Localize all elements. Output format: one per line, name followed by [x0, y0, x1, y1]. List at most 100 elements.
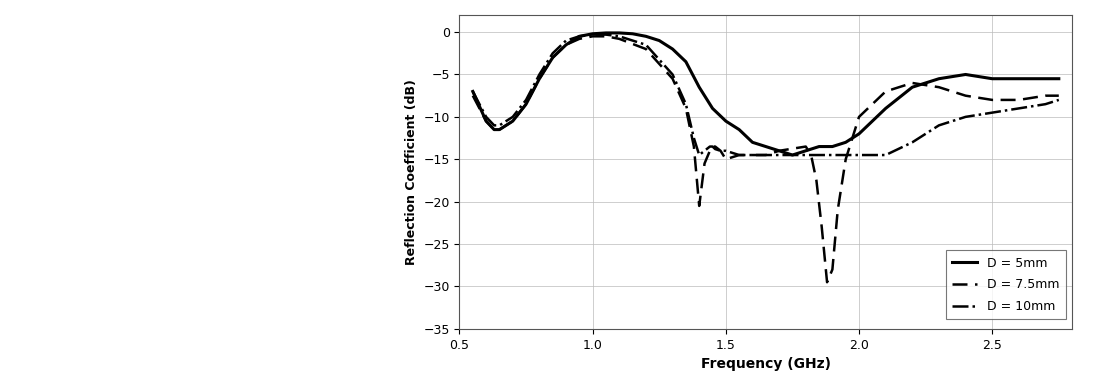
D = 5mm — [813, 144, 826, 149]
D = 5mm — [1012, 76, 1025, 81]
D = 7.5mm — [733, 153, 746, 157]
Legend: D = 5mm, D = 7.5mm, D = 10mm: D = 5mm, D = 7.5mm, D = 10mm — [946, 251, 1066, 319]
D = 5mm — [653, 38, 666, 43]
D = 7.5mm — [693, 204, 706, 208]
D = 5mm — [507, 119, 520, 123]
D = 7.5mm — [800, 144, 813, 149]
D = 7.5mm — [815, 225, 828, 229]
D = 7.5mm — [804, 153, 817, 157]
D = 10mm — [687, 136, 700, 140]
D = 7.5mm — [706, 144, 719, 149]
D = 10mm — [703, 144, 717, 149]
D = 5mm — [493, 127, 507, 132]
D = 10mm — [479, 115, 492, 119]
D = 7.5mm — [852, 115, 865, 119]
D = 5mm — [559, 43, 572, 47]
D = 7.5mm — [488, 127, 501, 132]
D = 10mm — [959, 115, 973, 119]
D = 10mm — [1039, 102, 1052, 107]
D = 7.5mm — [687, 144, 700, 149]
D = 5mm — [932, 76, 945, 81]
D = 7.5mm — [1052, 93, 1066, 98]
D = 5mm — [719, 119, 732, 123]
D = 10mm — [493, 123, 507, 128]
X-axis label: Frequency (GHz): Frequency (GHz) — [701, 357, 830, 371]
D = 7.5mm — [810, 178, 823, 183]
D = 7.5mm — [559, 43, 572, 47]
D = 5mm — [520, 102, 533, 107]
D = 5mm — [666, 47, 679, 51]
D = 5mm — [959, 72, 973, 77]
D = 10mm — [986, 110, 999, 115]
D = 10mm — [679, 102, 693, 107]
D = 10mm — [693, 153, 706, 157]
D = 7.5mm — [533, 76, 546, 81]
D = 5mm — [586, 31, 600, 36]
D = 5mm — [772, 149, 785, 153]
D = 10mm — [698, 149, 711, 153]
D = 7.5mm — [520, 102, 533, 107]
D = 5mm — [546, 55, 559, 60]
D = 10mm — [826, 153, 839, 157]
D = 7.5mm — [959, 93, 973, 98]
D = 7.5mm — [746, 153, 759, 157]
D = 7.5mm — [719, 157, 732, 161]
D = 7.5mm — [772, 149, 785, 153]
D = 5mm — [679, 59, 693, 64]
D = 7.5mm — [826, 267, 839, 272]
D = 7.5mm — [679, 106, 693, 111]
D = 10mm — [746, 153, 759, 157]
D = 7.5mm — [820, 280, 834, 285]
D = 5mm — [488, 127, 501, 132]
D = 7.5mm — [600, 34, 613, 39]
D = 7.5mm — [507, 119, 520, 123]
D = 5mm — [986, 76, 999, 81]
D = 7.5mm — [493, 127, 507, 132]
D = 5mm — [880, 106, 893, 111]
D = 5mm — [800, 149, 813, 153]
D = 10mm — [852, 153, 865, 157]
Line: D = 7.5mm: D = 7.5mm — [473, 36, 1059, 282]
D = 10mm — [813, 153, 826, 157]
D = 5mm — [639, 34, 652, 39]
D = 10mm — [559, 38, 572, 43]
D = 5mm — [533, 76, 546, 81]
D = 10mm — [639, 43, 652, 47]
D = 10mm — [785, 153, 799, 157]
D = 7.5mm — [839, 157, 852, 161]
D = 7.5mm — [586, 34, 600, 39]
D = 7.5mm — [1039, 93, 1052, 98]
D = 10mm — [932, 123, 945, 128]
D = 10mm — [759, 153, 772, 157]
D = 7.5mm — [932, 85, 945, 90]
D = 10mm — [546, 51, 559, 56]
D = 10mm — [880, 153, 893, 157]
D = 10mm — [466, 89, 479, 94]
D = 7.5mm — [546, 55, 559, 60]
D = 10mm — [488, 123, 501, 128]
D = 10mm — [600, 33, 613, 37]
D = 10mm — [714, 149, 728, 153]
D = 10mm — [772, 153, 785, 157]
D = 5mm — [785, 153, 799, 157]
D = 10mm — [507, 115, 520, 119]
D = 5mm — [906, 85, 919, 90]
Line: D = 10mm: D = 10mm — [473, 35, 1059, 155]
D = 5mm — [1039, 76, 1052, 81]
D = 7.5mm — [466, 93, 479, 98]
D = 7.5mm — [613, 37, 626, 41]
D = 10mm — [613, 34, 626, 39]
D = 5mm — [626, 31, 639, 36]
D = 5mm — [1052, 76, 1066, 81]
D = 10mm — [573, 34, 586, 39]
D = 10mm — [533, 72, 546, 77]
D = 10mm — [520, 98, 533, 102]
D = 10mm — [719, 149, 732, 153]
D = 5mm — [826, 144, 839, 149]
D = 7.5mm — [1012, 98, 1025, 102]
D = 7.5mm — [714, 149, 728, 153]
D = 7.5mm — [831, 208, 845, 212]
D = 7.5mm — [986, 98, 999, 102]
D = 5mm — [600, 31, 613, 35]
D = 7.5mm — [880, 89, 893, 94]
